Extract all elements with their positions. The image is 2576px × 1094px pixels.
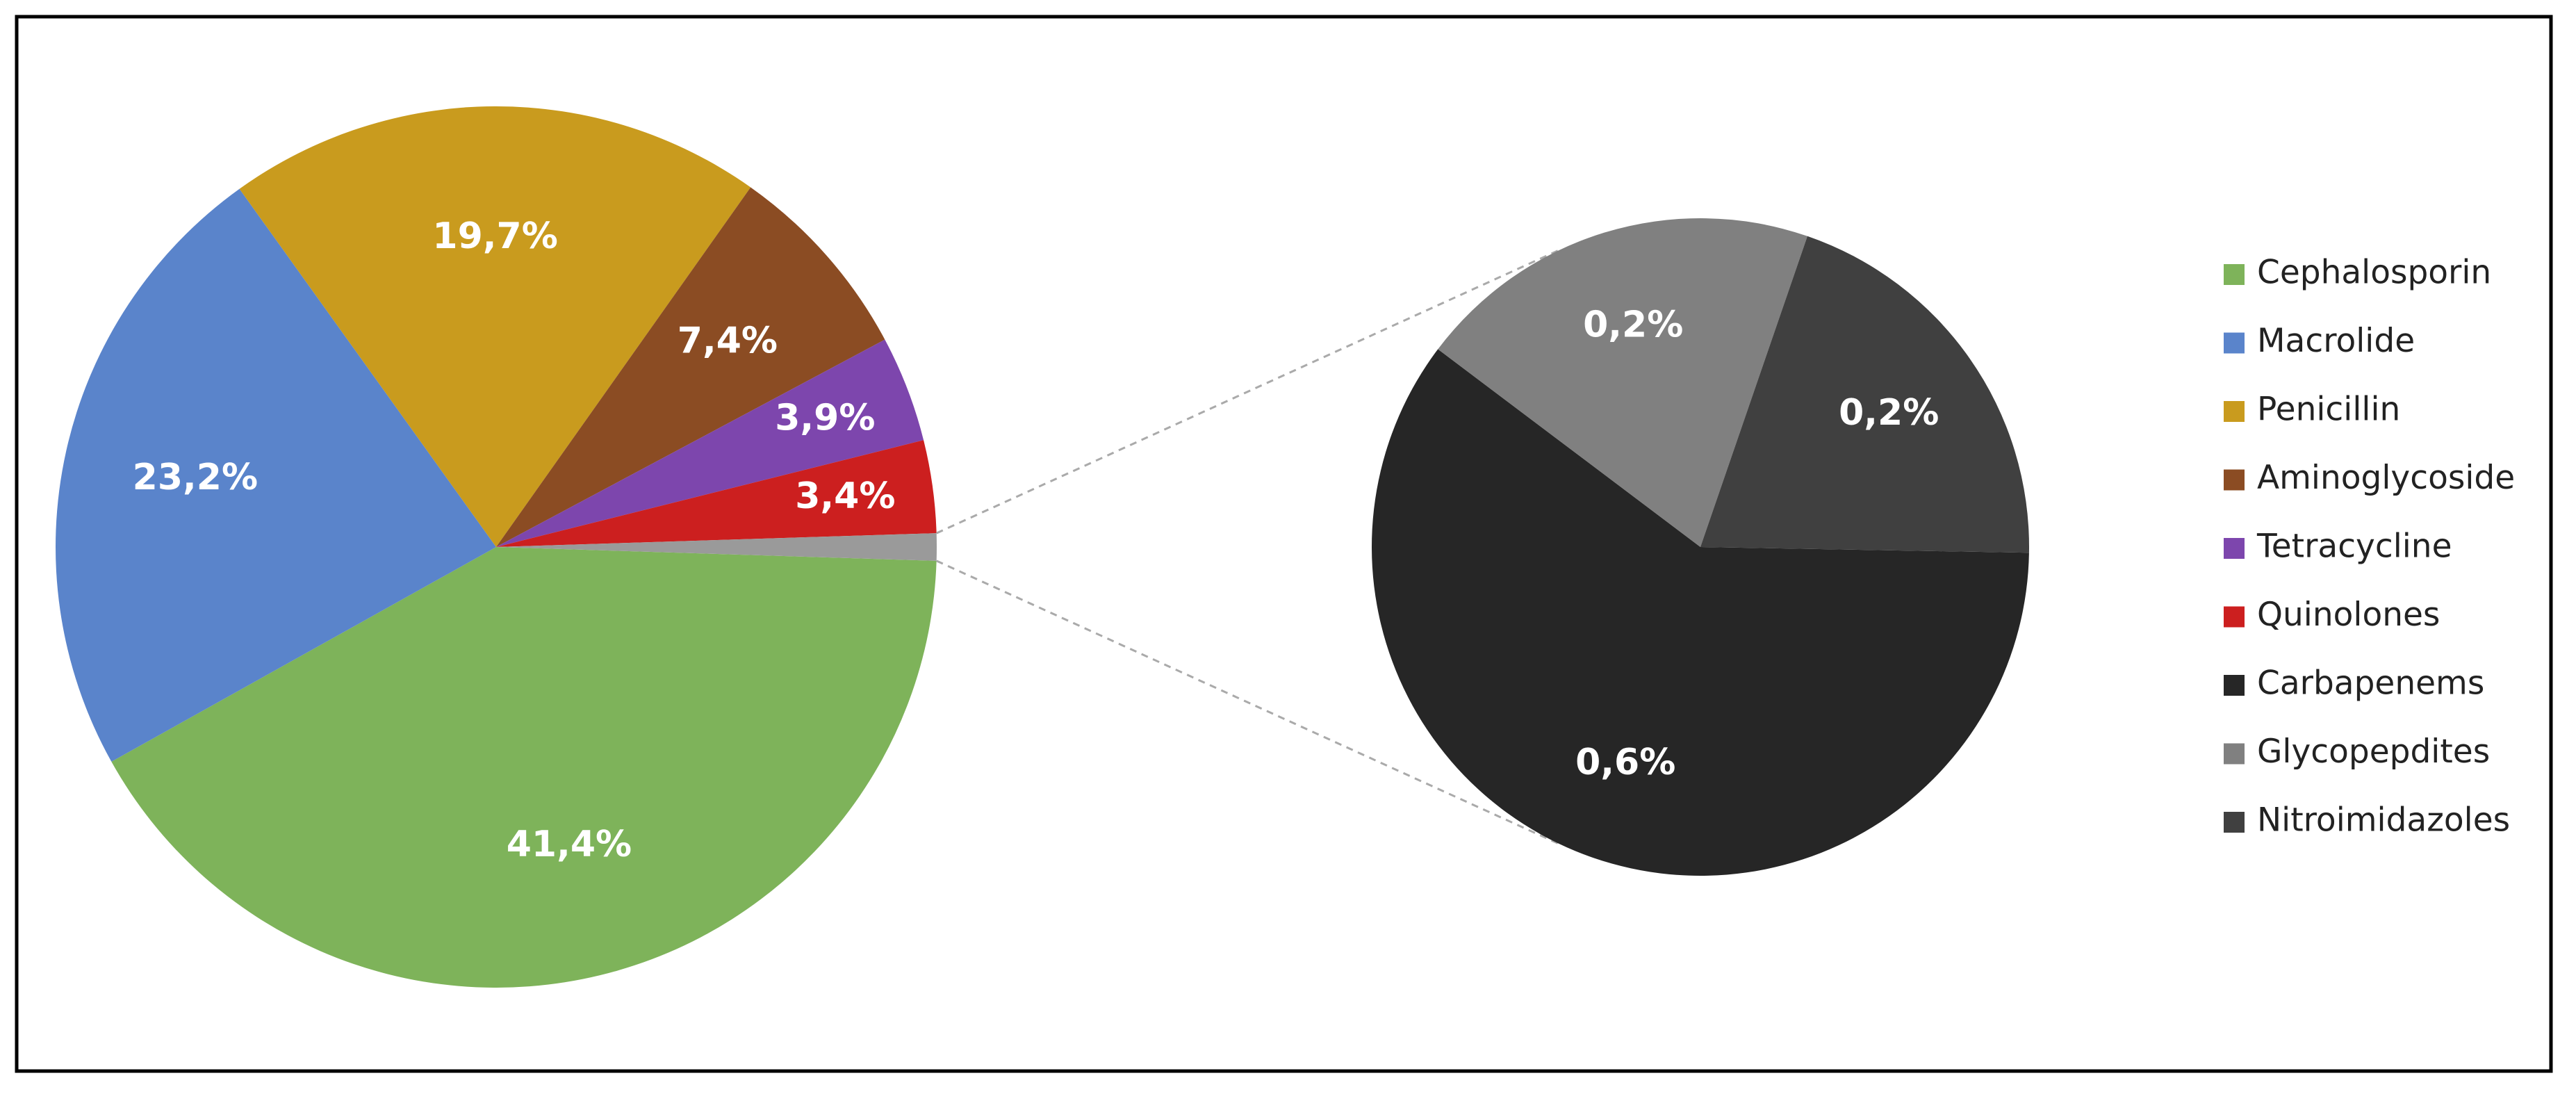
pie-slice xyxy=(111,547,937,988)
legend-swatch xyxy=(2224,812,2245,833)
pie-slice xyxy=(55,188,497,762)
legend-label: Quinolones xyxy=(2257,596,2440,634)
frame xyxy=(15,15,2553,1073)
value-label: 19,7% xyxy=(432,215,557,257)
legend-swatch xyxy=(2224,264,2245,285)
pie-slice xyxy=(239,106,751,547)
legend-label: Macrolide xyxy=(2257,322,2415,360)
pie-slice xyxy=(496,339,924,547)
value-label: 3,4% xyxy=(795,475,895,517)
legend-label: Cephalosporin xyxy=(2257,254,2491,292)
value-label: 3,9% xyxy=(775,398,875,439)
legend-swatch xyxy=(2224,469,2245,491)
value-label: 23,2% xyxy=(133,457,258,498)
pie-slice xyxy=(1700,236,2029,553)
pie-slice xyxy=(1371,349,2029,876)
legend-swatch xyxy=(2224,743,2245,765)
legend-swatch xyxy=(2224,538,2245,559)
pie-slice xyxy=(1438,218,1807,547)
value-label: 0,2% xyxy=(1583,304,1683,345)
legend-swatch xyxy=(2224,606,2245,628)
connector xyxy=(936,560,1562,847)
legend-swatch xyxy=(2224,332,2245,354)
legend-label: Glycopepdites xyxy=(2257,733,2490,771)
value-label: 7,4% xyxy=(678,320,778,362)
value-label: 0,6% xyxy=(1575,742,1675,783)
pie-slice xyxy=(496,440,937,547)
legend-label: Carbapenems xyxy=(2257,664,2484,703)
legend-swatch xyxy=(2224,675,2245,696)
pie-slice xyxy=(496,187,885,547)
legend-label: Nitroimidazoles xyxy=(2257,801,2510,840)
legend-label: Tetracycline xyxy=(2256,528,2452,566)
connector xyxy=(936,247,1562,534)
legend-label: Penicillin xyxy=(2257,391,2400,429)
other-slice xyxy=(496,533,937,561)
value-label: 0,2% xyxy=(1839,392,1939,434)
legend-label: Aminoglycoside xyxy=(2257,459,2515,497)
value-label: 41,4% xyxy=(507,824,632,865)
legend-swatch xyxy=(2224,401,2245,422)
